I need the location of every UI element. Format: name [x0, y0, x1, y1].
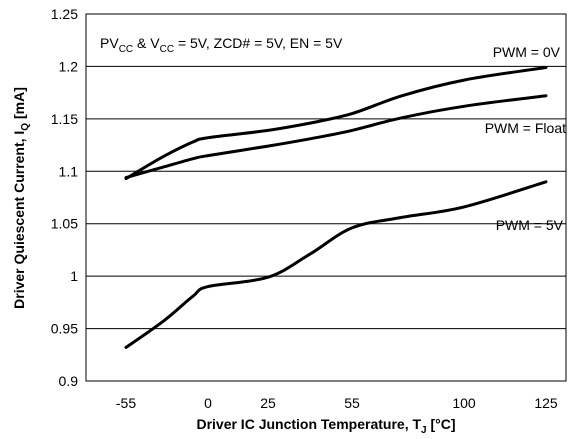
y-tick-label: 1.2 — [59, 58, 79, 74]
series-label-pwm-0v: PWM = 0V — [493, 44, 561, 60]
y-axis-label: Driver Quiescent Current, IQ [mA] — [11, 87, 31, 309]
x-tick-labels: -55 0 25 55 100 125 — [116, 395, 558, 411]
x-tick-label: 0 — [204, 395, 212, 411]
y-tick-label: 1.05 — [51, 216, 78, 232]
plot-area-frame — [85, 13, 567, 382]
series-label-pwm-float: PWM = Float — [485, 120, 566, 136]
series-label-pwm-5v: PWM = 5V — [496, 217, 564, 233]
x-tick-label: 125 — [534, 395, 558, 411]
x-tick-label: 55 — [344, 395, 360, 411]
y-tick-label: 0.9 — [59, 373, 79, 389]
x-tick-label: -55 — [116, 395, 136, 411]
x-axis-label: Driver IC Junction Temperature, TJ [°C] — [196, 416, 455, 436]
test-condition-label: PVCC & VCC = 5V, ZCD# = 5V, EN = 5V — [100, 35, 343, 55]
series-lines — [124, 66, 548, 349]
y-tick-labels: 0.9 0.95 1 1.05 1.1 1.15 1.2 1.25 — [51, 6, 78, 389]
series-line-0 — [124, 66, 548, 181]
y-tick-label: 1.1 — [59, 163, 79, 179]
x-tick-label: 100 — [452, 395, 476, 411]
y-tick-label: 0.95 — [51, 321, 78, 337]
series-line-2 — [124, 180, 548, 349]
x-tick-label: 25 — [260, 395, 276, 411]
y-tick-label: 1 — [70, 268, 78, 284]
series-line-1 — [124, 94, 548, 180]
y-tick-label: 1.15 — [51, 111, 78, 127]
y-tick-label: 1.25 — [51, 6, 78, 22]
